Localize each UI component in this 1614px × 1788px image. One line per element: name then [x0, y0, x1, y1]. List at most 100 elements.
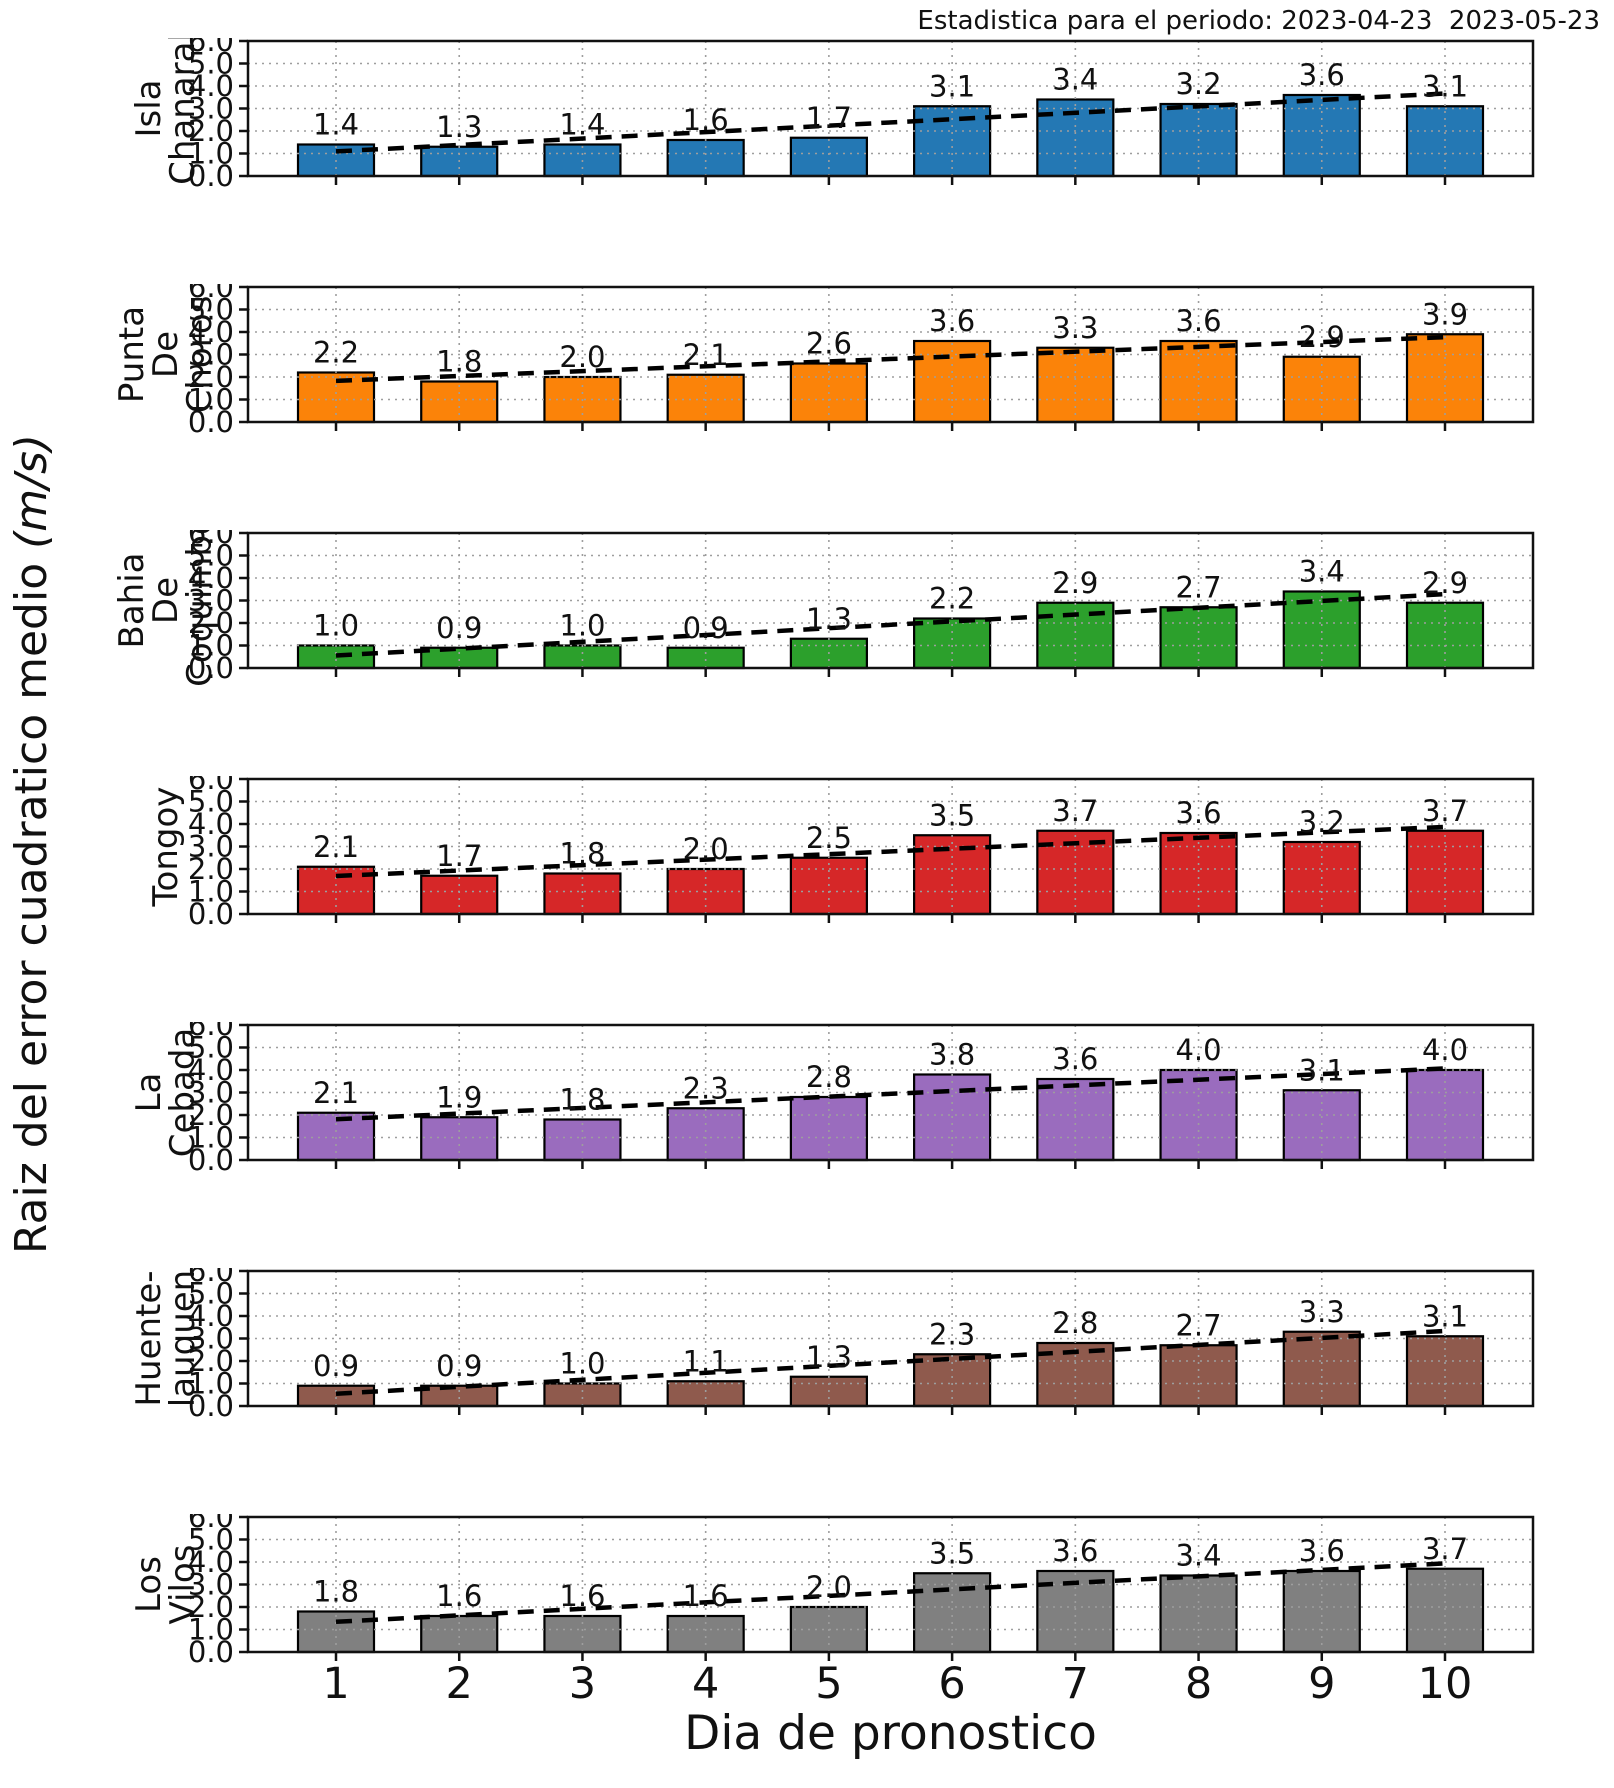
y-tick-label: 3.0: [188, 338, 234, 372]
bar: [1282, 1569, 1361, 1654]
site-label: Huente-: [129, 1270, 169, 1406]
trend-line: [335, 1066, 1446, 1122]
bar-value-label: 1.6: [436, 1579, 482, 1613]
bar-value-label: 2.7: [1175, 570, 1221, 604]
bar: [666, 138, 745, 178]
y-tick-label: 3.0: [188, 1076, 234, 1110]
bar: [296, 1384, 376, 1408]
bar-value-label: 1.8: [559, 837, 605, 871]
y-tick-label: 6.0: [188, 1268, 234, 1288]
bar-value-label: 3.1: [929, 69, 975, 103]
bar: [1159, 1344, 1238, 1408]
bar-value-label: 3.3: [1052, 311, 1098, 345]
x-tick-label: 2: [446, 1659, 473, 1709]
plot-frame: [246, 1515, 1535, 1654]
bar-value-label: 3.6: [1299, 1534, 1345, 1568]
y-axis-label-text: Raiz del error cuadratico medio: [6, 562, 57, 1255]
bar: [1159, 831, 1238, 916]
bar-value-label: 1.8: [436, 345, 482, 379]
bar-value-label: 1.0: [559, 609, 605, 643]
bar-value-label: 0.9: [436, 1349, 482, 1383]
bar: [543, 1118, 622, 1162]
bar-value-label: 3.1: [1299, 1053, 1345, 1087]
trend-line: [335, 1328, 1446, 1397]
bar: [1159, 606, 1238, 670]
bar: [1282, 1089, 1361, 1162]
bar: [913, 105, 992, 178]
site-label: Choros: [180, 296, 220, 414]
y-tick-label: 6.0: [188, 284, 234, 304]
bar-value-label: 3.8: [929, 1038, 975, 1072]
trend-line: [335, 334, 1446, 384]
bar-value-label: 2.0: [559, 340, 605, 374]
site-label: Cebada: [163, 1028, 203, 1158]
y-tick-label: 0.0: [188, 159, 234, 193]
bar-value-label: 1.4: [313, 108, 359, 142]
plot-frame: [246, 1023, 1535, 1162]
bar: [543, 872, 622, 916]
bar-value-label: 0.9: [313, 1349, 359, 1383]
bar-value-label: 3.3: [1299, 1295, 1345, 1329]
bar-value-label: 3.6: [1175, 796, 1221, 830]
y-tick-label: 1.0: [188, 875, 234, 909]
bar: [1282, 590, 1361, 670]
y-tick-label: 2.0: [188, 606, 234, 640]
y-tick-label: 0.0: [188, 1143, 234, 1177]
bar-value-label: 1.4: [559, 108, 605, 142]
plot-frame: [246, 285, 1535, 424]
bar-value-label: 2.5: [806, 821, 852, 855]
bar-value-label: 1.8: [313, 1575, 359, 1609]
bar-value-label: 3.7: [1052, 794, 1098, 828]
x-tick-label: 3: [569, 1659, 596, 1709]
bar-value-label: 1.3: [436, 110, 482, 144]
chart-title: Estadistica para el periodo: 2023-04-23 …: [917, 6, 1600, 36]
bar: [666, 1614, 745, 1654]
y-tick-label: 5.0: [188, 785, 234, 819]
y-tick-label: 5.0: [188, 293, 234, 327]
y-tick-label: 1.0: [188, 629, 234, 663]
trend-line: [335, 591, 1446, 658]
y-axis-label-units: (m/s): [6, 433, 57, 549]
site-label: Chanaral: [163, 38, 203, 185]
site-label: Coquimbo: [180, 530, 220, 687]
bar-value-label: 3.4: [1052, 63, 1098, 97]
trend-line: [335, 1561, 1446, 1625]
plot-frame: [246, 531, 1535, 670]
bar-value-label: 2.1: [313, 1076, 359, 1110]
bar-value-label: 3.7: [1422, 794, 1468, 828]
y-tick-label: 0.0: [188, 897, 234, 931]
y-tick-label: 0.0: [188, 405, 234, 439]
bar-value-label: 3.1: [1422, 69, 1468, 103]
bar: [296, 1610, 376, 1654]
y-tick-label: 5.0: [188, 47, 234, 81]
y-tick-label: 6.0: [188, 776, 234, 796]
y-tick-label: 4.0: [188, 1299, 234, 1333]
site-label: De: [146, 577, 186, 624]
bar: [789, 1095, 868, 1162]
bar-value-label: 3.1: [1422, 1299, 1468, 1333]
trend-line: [335, 824, 1446, 879]
y-tick-label: 0.0: [188, 651, 234, 685]
y-tick-label: 6.0: [188, 1514, 234, 1534]
bar-value-label: 3.4: [1175, 1539, 1221, 1573]
bar-value-label: 2.1: [313, 830, 359, 864]
bar: [420, 380, 499, 424]
y-tick-label: 6.0: [188, 1022, 234, 1042]
bar: [1405, 105, 1485, 178]
y-tick-label: 3.0: [188, 92, 234, 126]
bar: [1405, 1335, 1485, 1408]
bar: [913, 1572, 992, 1654]
plot-frame: [246, 777, 1535, 916]
bar-value-label: 2.0: [806, 1570, 852, 1604]
plot-frame: [246, 1269, 1535, 1408]
y-tick-label: 1.0: [188, 1367, 234, 1401]
y-tick-label: 2.0: [188, 852, 234, 886]
bar: [1282, 355, 1361, 424]
y-tick-label: 0.0: [188, 1389, 234, 1423]
bar-value-label: 3.6: [1052, 1534, 1098, 1568]
